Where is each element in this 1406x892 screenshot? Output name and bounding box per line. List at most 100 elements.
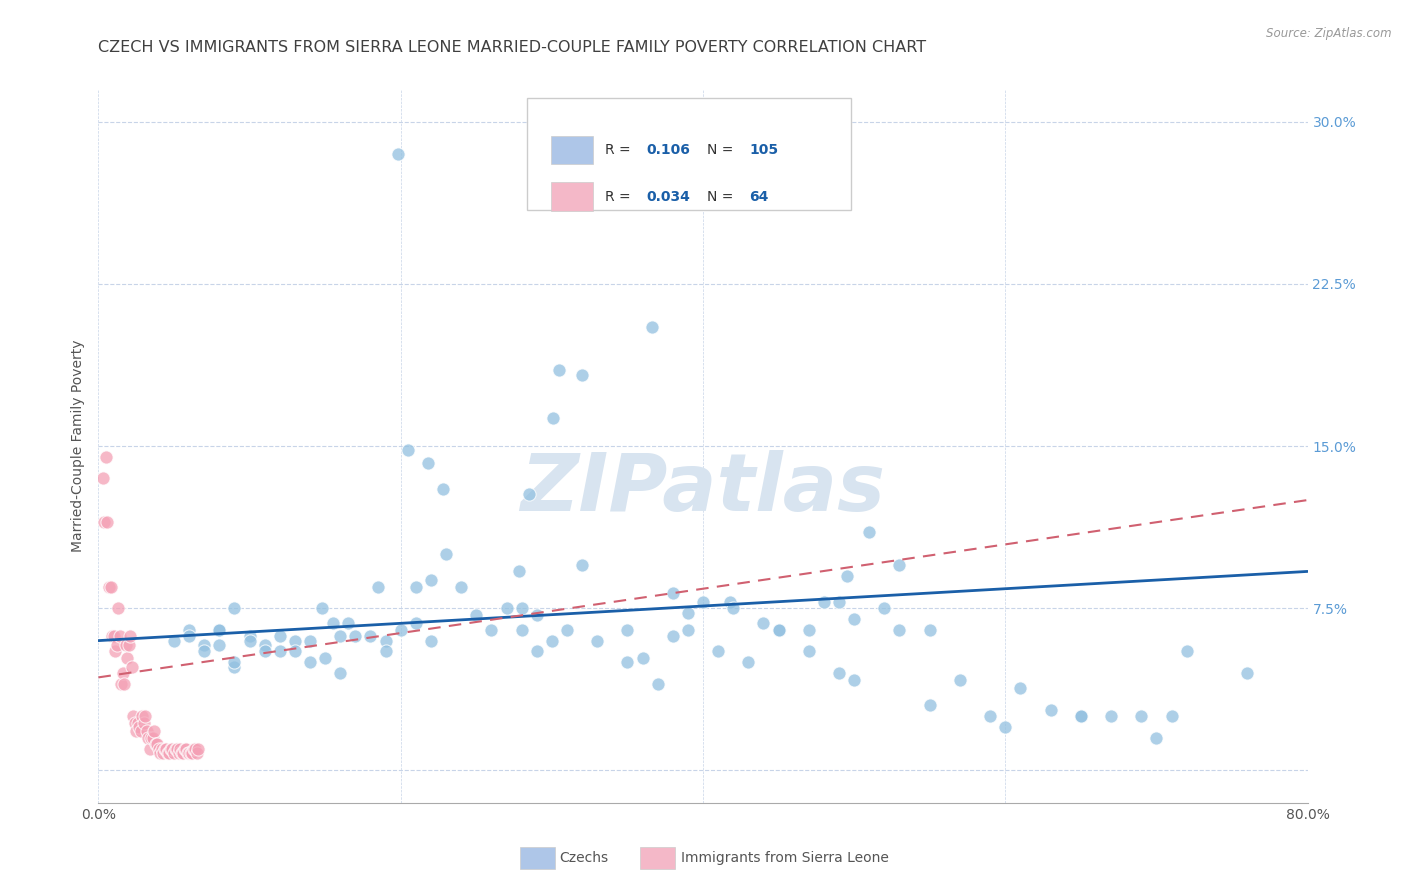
Point bbox=[1160, 709, 1182, 723]
Point bbox=[344, 629, 367, 643]
Point bbox=[723, 601, 745, 615]
Point bbox=[91, 471, 114, 485]
Point bbox=[172, 746, 194, 760]
Point bbox=[299, 655, 322, 669]
Point bbox=[114, 638, 136, 652]
Point bbox=[858, 525, 880, 540]
Point bbox=[555, 623, 578, 637]
Point bbox=[163, 633, 186, 648]
Point bbox=[1144, 731, 1167, 745]
Point bbox=[129, 724, 152, 739]
Point bbox=[141, 731, 163, 745]
Point bbox=[163, 746, 186, 760]
Point bbox=[768, 623, 790, 637]
Point bbox=[586, 633, 609, 648]
Point bbox=[139, 741, 162, 756]
Point bbox=[224, 601, 246, 615]
Point bbox=[631, 651, 654, 665]
Point bbox=[389, 623, 412, 637]
Point bbox=[132, 715, 155, 730]
Point bbox=[543, 410, 565, 425]
Point bbox=[104, 644, 127, 658]
Point bbox=[101, 629, 124, 643]
Text: Source: ZipAtlas.com: Source: ZipAtlas.com bbox=[1267, 27, 1392, 40]
Point bbox=[692, 595, 714, 609]
Point bbox=[571, 558, 593, 572]
Point bbox=[396, 443, 419, 458]
Point bbox=[873, 601, 896, 615]
Point bbox=[136, 731, 159, 745]
Y-axis label: Married-Couple Family Poverty: Married-Couple Family Poverty bbox=[72, 340, 86, 552]
Point bbox=[208, 623, 231, 637]
Point bbox=[173, 741, 195, 756]
Point bbox=[193, 644, 215, 658]
Text: ZIPatlas: ZIPatlas bbox=[520, 450, 886, 528]
Point bbox=[526, 607, 548, 622]
Point bbox=[94, 450, 117, 464]
Point bbox=[889, 558, 911, 572]
Text: R =: R = bbox=[605, 189, 634, 203]
Point bbox=[360, 629, 382, 643]
Point bbox=[1130, 709, 1153, 723]
Point bbox=[835, 568, 858, 582]
Point bbox=[662, 586, 685, 600]
Point bbox=[284, 644, 307, 658]
Point bbox=[889, 623, 911, 637]
Point bbox=[193, 638, 215, 652]
Point bbox=[176, 746, 198, 760]
Text: N =: N = bbox=[707, 143, 738, 157]
Point bbox=[374, 644, 396, 658]
Point bbox=[797, 644, 820, 658]
Point bbox=[676, 623, 699, 637]
Point bbox=[540, 633, 562, 648]
Point bbox=[314, 651, 336, 665]
Point bbox=[994, 720, 1017, 734]
Point bbox=[284, 633, 307, 648]
Point bbox=[548, 363, 571, 377]
Point bbox=[828, 595, 851, 609]
Point bbox=[120, 629, 142, 643]
Point bbox=[125, 724, 148, 739]
Text: 0.034: 0.034 bbox=[647, 189, 690, 203]
Point bbox=[450, 580, 472, 594]
Point bbox=[181, 746, 204, 760]
Point bbox=[100, 580, 122, 594]
Point bbox=[322, 616, 344, 631]
Point bbox=[174, 741, 197, 756]
Point bbox=[844, 673, 866, 687]
Point bbox=[155, 741, 177, 756]
Text: Immigrants from Sierra Leone: Immigrants from Sierra Leone bbox=[681, 851, 889, 865]
Point bbox=[481, 623, 503, 637]
Text: CZECH VS IMMIGRANTS FROM SIERRA LEONE MARRIED-COUPLE FAMILY POVERTY CORRELATION : CZECH VS IMMIGRANTS FROM SIERRA LEONE MA… bbox=[98, 40, 927, 55]
Point bbox=[224, 659, 246, 673]
Point bbox=[170, 746, 193, 760]
Point bbox=[108, 629, 131, 643]
Point bbox=[253, 644, 276, 658]
Point bbox=[1039, 703, 1062, 717]
Point bbox=[127, 715, 149, 730]
Point bbox=[93, 515, 115, 529]
Text: 64: 64 bbox=[749, 189, 769, 203]
Point bbox=[183, 741, 205, 756]
Point bbox=[149, 746, 172, 760]
Point bbox=[131, 709, 153, 723]
Point bbox=[143, 724, 166, 739]
Point bbox=[420, 633, 443, 648]
Point bbox=[269, 629, 291, 643]
Point bbox=[179, 629, 201, 643]
Point bbox=[647, 677, 669, 691]
Point bbox=[828, 666, 851, 681]
Point bbox=[676, 606, 699, 620]
Text: 105: 105 bbox=[749, 143, 779, 157]
Point bbox=[111, 666, 134, 681]
Point bbox=[311, 601, 333, 615]
Text: Czechs: Czechs bbox=[560, 851, 609, 865]
Point bbox=[180, 746, 202, 760]
Point bbox=[420, 573, 443, 587]
Text: R =: R = bbox=[605, 143, 634, 157]
Point bbox=[208, 623, 231, 637]
Point bbox=[571, 368, 593, 382]
Point bbox=[152, 746, 174, 760]
Text: N =: N = bbox=[707, 189, 738, 203]
Point bbox=[135, 724, 157, 739]
